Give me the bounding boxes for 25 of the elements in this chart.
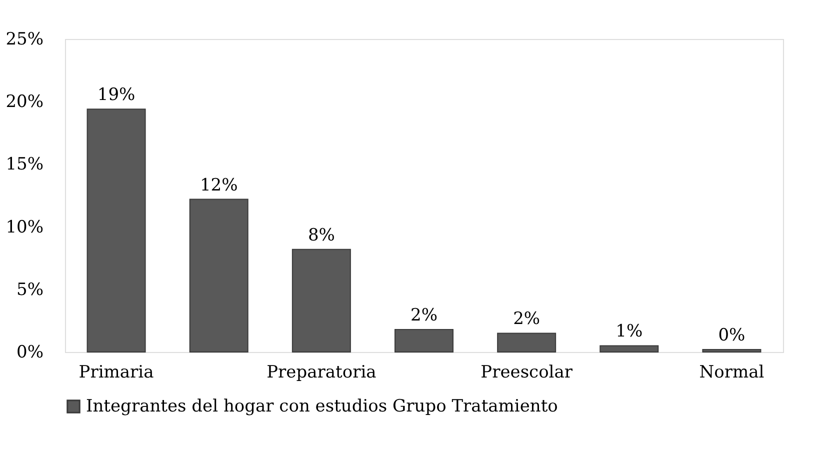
- data-label: 2%: [410, 305, 438, 326]
- y-tick-label: 15%: [6, 154, 44, 175]
- y-tick-label: 0%: [16, 342, 44, 362]
- data-label: 12%: [200, 175, 238, 196]
- x-tick-label: Normal: [699, 362, 764, 382]
- data-label: 0%: [718, 325, 746, 346]
- data-label: 19%: [97, 85, 136, 106]
- data-label: 1%: [616, 322, 643, 342]
- bar: [86, 108, 146, 352]
- y-tick-label: 20%: [6, 92, 44, 112]
- y-tick-label: 10%: [6, 217, 44, 238]
- y-tick-label: 5%: [16, 280, 44, 300]
- bar: [292, 248, 351, 352]
- data-label: 2%: [513, 309, 540, 330]
- y-tick-label: 25%: [6, 30, 44, 50]
- x-tick-label: Primaria: [78, 362, 154, 382]
- bar: [702, 348, 762, 352]
- bar: [600, 345, 659, 352]
- x-tick-label: Preescolar: [480, 362, 574, 382]
- x-tick-label: Preparatoria: [266, 362, 376, 382]
- data-label: 8%: [308, 225, 335, 246]
- bar: [394, 328, 454, 352]
- bar: [497, 332, 556, 352]
- bar: [189, 198, 248, 352]
- legend-label: Integrantes del hogar con estudios Grupo Tratamiento: [86, 396, 558, 416]
